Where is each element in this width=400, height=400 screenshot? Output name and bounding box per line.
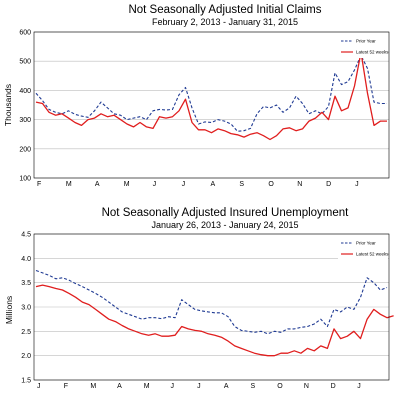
insured-unemployment-month-tick: J: [37, 383, 41, 390]
initial-claims-month-tick: O: [268, 181, 274, 188]
insured-unemployment-legend: Prior Year Latest 52 weeks: [338, 238, 389, 260]
initial-claims-subtitle: February 2, 2013 - January 31, 2015: [152, 17, 298, 27]
legend-latest-label: Latest 52 weeks: [356, 252, 389, 257]
insured-unemployment-ytick-label: 2.0: [21, 353, 31, 360]
insured-unemployment-prior-year-line: [35, 269, 388, 335]
insured-unemployment-month-tick: M: [90, 383, 96, 390]
insured-unemployment-ylabel: Millions: [4, 296, 14, 324]
legend-latest-label: Latest 52 weeks: [356, 50, 389, 55]
insured-unemployment-subtitle: January 26, 2013 - January 24, 2015: [151, 220, 298, 230]
insured-unemployment-title: Not Seasonally Adjusted Insured Unemploy…: [102, 207, 350, 219]
initial-claims-month-tick: F: [37, 181, 41, 188]
initial-claims-month-tick: A: [211, 181, 216, 188]
initial-claims-prior-year-line: [35, 54, 387, 132]
initial-claims-month-tick: S: [239, 181, 244, 188]
initial-claims-month-tick: J: [355, 181, 359, 188]
insured-unemployment-month-tick: O: [277, 383, 283, 390]
initial-claims-ytick-label: 200: [19, 146, 31, 153]
insured-unemployment-month-tick: A: [117, 383, 122, 390]
insured-unemployment-month-tick: S: [251, 383, 256, 390]
initial-claims-month-tick: M: [66, 181, 72, 188]
initial-claims-ytick-label: 500: [19, 59, 31, 66]
legend-prior-year-label: Prior Year: [356, 39, 376, 44]
insured-unemployment-month-tick: J: [357, 383, 361, 390]
initial-claims-title: Not Seasonally Adjusted Initial Claims: [128, 4, 321, 16]
initial-claims-ytick-label: 400: [19, 88, 31, 95]
initial-claims-month-tick: A: [95, 181, 100, 188]
insured-unemployment-ytick-label: 1.5: [21, 378, 31, 385]
initial-claims-ytick-label: 600: [19, 30, 31, 37]
insured-unemployment-ytick-label: 3.5: [21, 280, 31, 287]
insured-unemployment-latest-line: [35, 284, 394, 357]
initial-claims-legend: Prior Year Latest 52 weeks: [338, 36, 389, 58]
insured-unemployment-month-tick: J: [170, 383, 174, 390]
insured-unemployment-ytick-label: 4.5: [21, 232, 31, 239]
initial-claims-month-tick: N: [297, 181, 302, 188]
insured-unemployment-month-tick: A: [224, 383, 229, 390]
insured-unemployment-month-tick: F: [64, 383, 68, 390]
initial-claims-month-tick: D: [326, 181, 331, 188]
initial-claims-month-tick: J: [153, 181, 157, 188]
insured-unemployment-ytick-label: 3.0: [21, 305, 31, 312]
insured-unemployment-chart: Not Seasonally Adjusted Insured Unemploy…: [4, 207, 394, 390]
insured-unemployment-plot-frame: [33, 233, 390, 381]
insured-unemployment-ytick-label: 4.0: [21, 256, 31, 263]
insured-unemployment-month-tick: N: [304, 383, 309, 390]
initial-claims-ytick-label: 300: [19, 117, 31, 124]
initial-claims-chart: Not Seasonally Adjusted Initial Claims F…: [3, 4, 390, 188]
insured-unemployment-month-tick: J: [197, 383, 201, 390]
insured-unemployment-month-tick: M: [144, 383, 150, 390]
initial-claims-month-tick: M: [124, 181, 130, 188]
insured-unemployment-month-tick: D: [331, 383, 336, 390]
initial-claims-ylabel: Thousands: [3, 84, 13, 126]
legend-prior-year-label: Prior Year: [356, 241, 376, 246]
initial-claims-latest-line: [35, 51, 387, 141]
initial-claims-plot-frame: [33, 31, 390, 179]
initial-claims-month-tick: J: [182, 181, 186, 188]
initial-claims-ytick-label: 100: [19, 176, 31, 183]
insured-unemployment-ytick-label: 2.5: [21, 329, 31, 336]
